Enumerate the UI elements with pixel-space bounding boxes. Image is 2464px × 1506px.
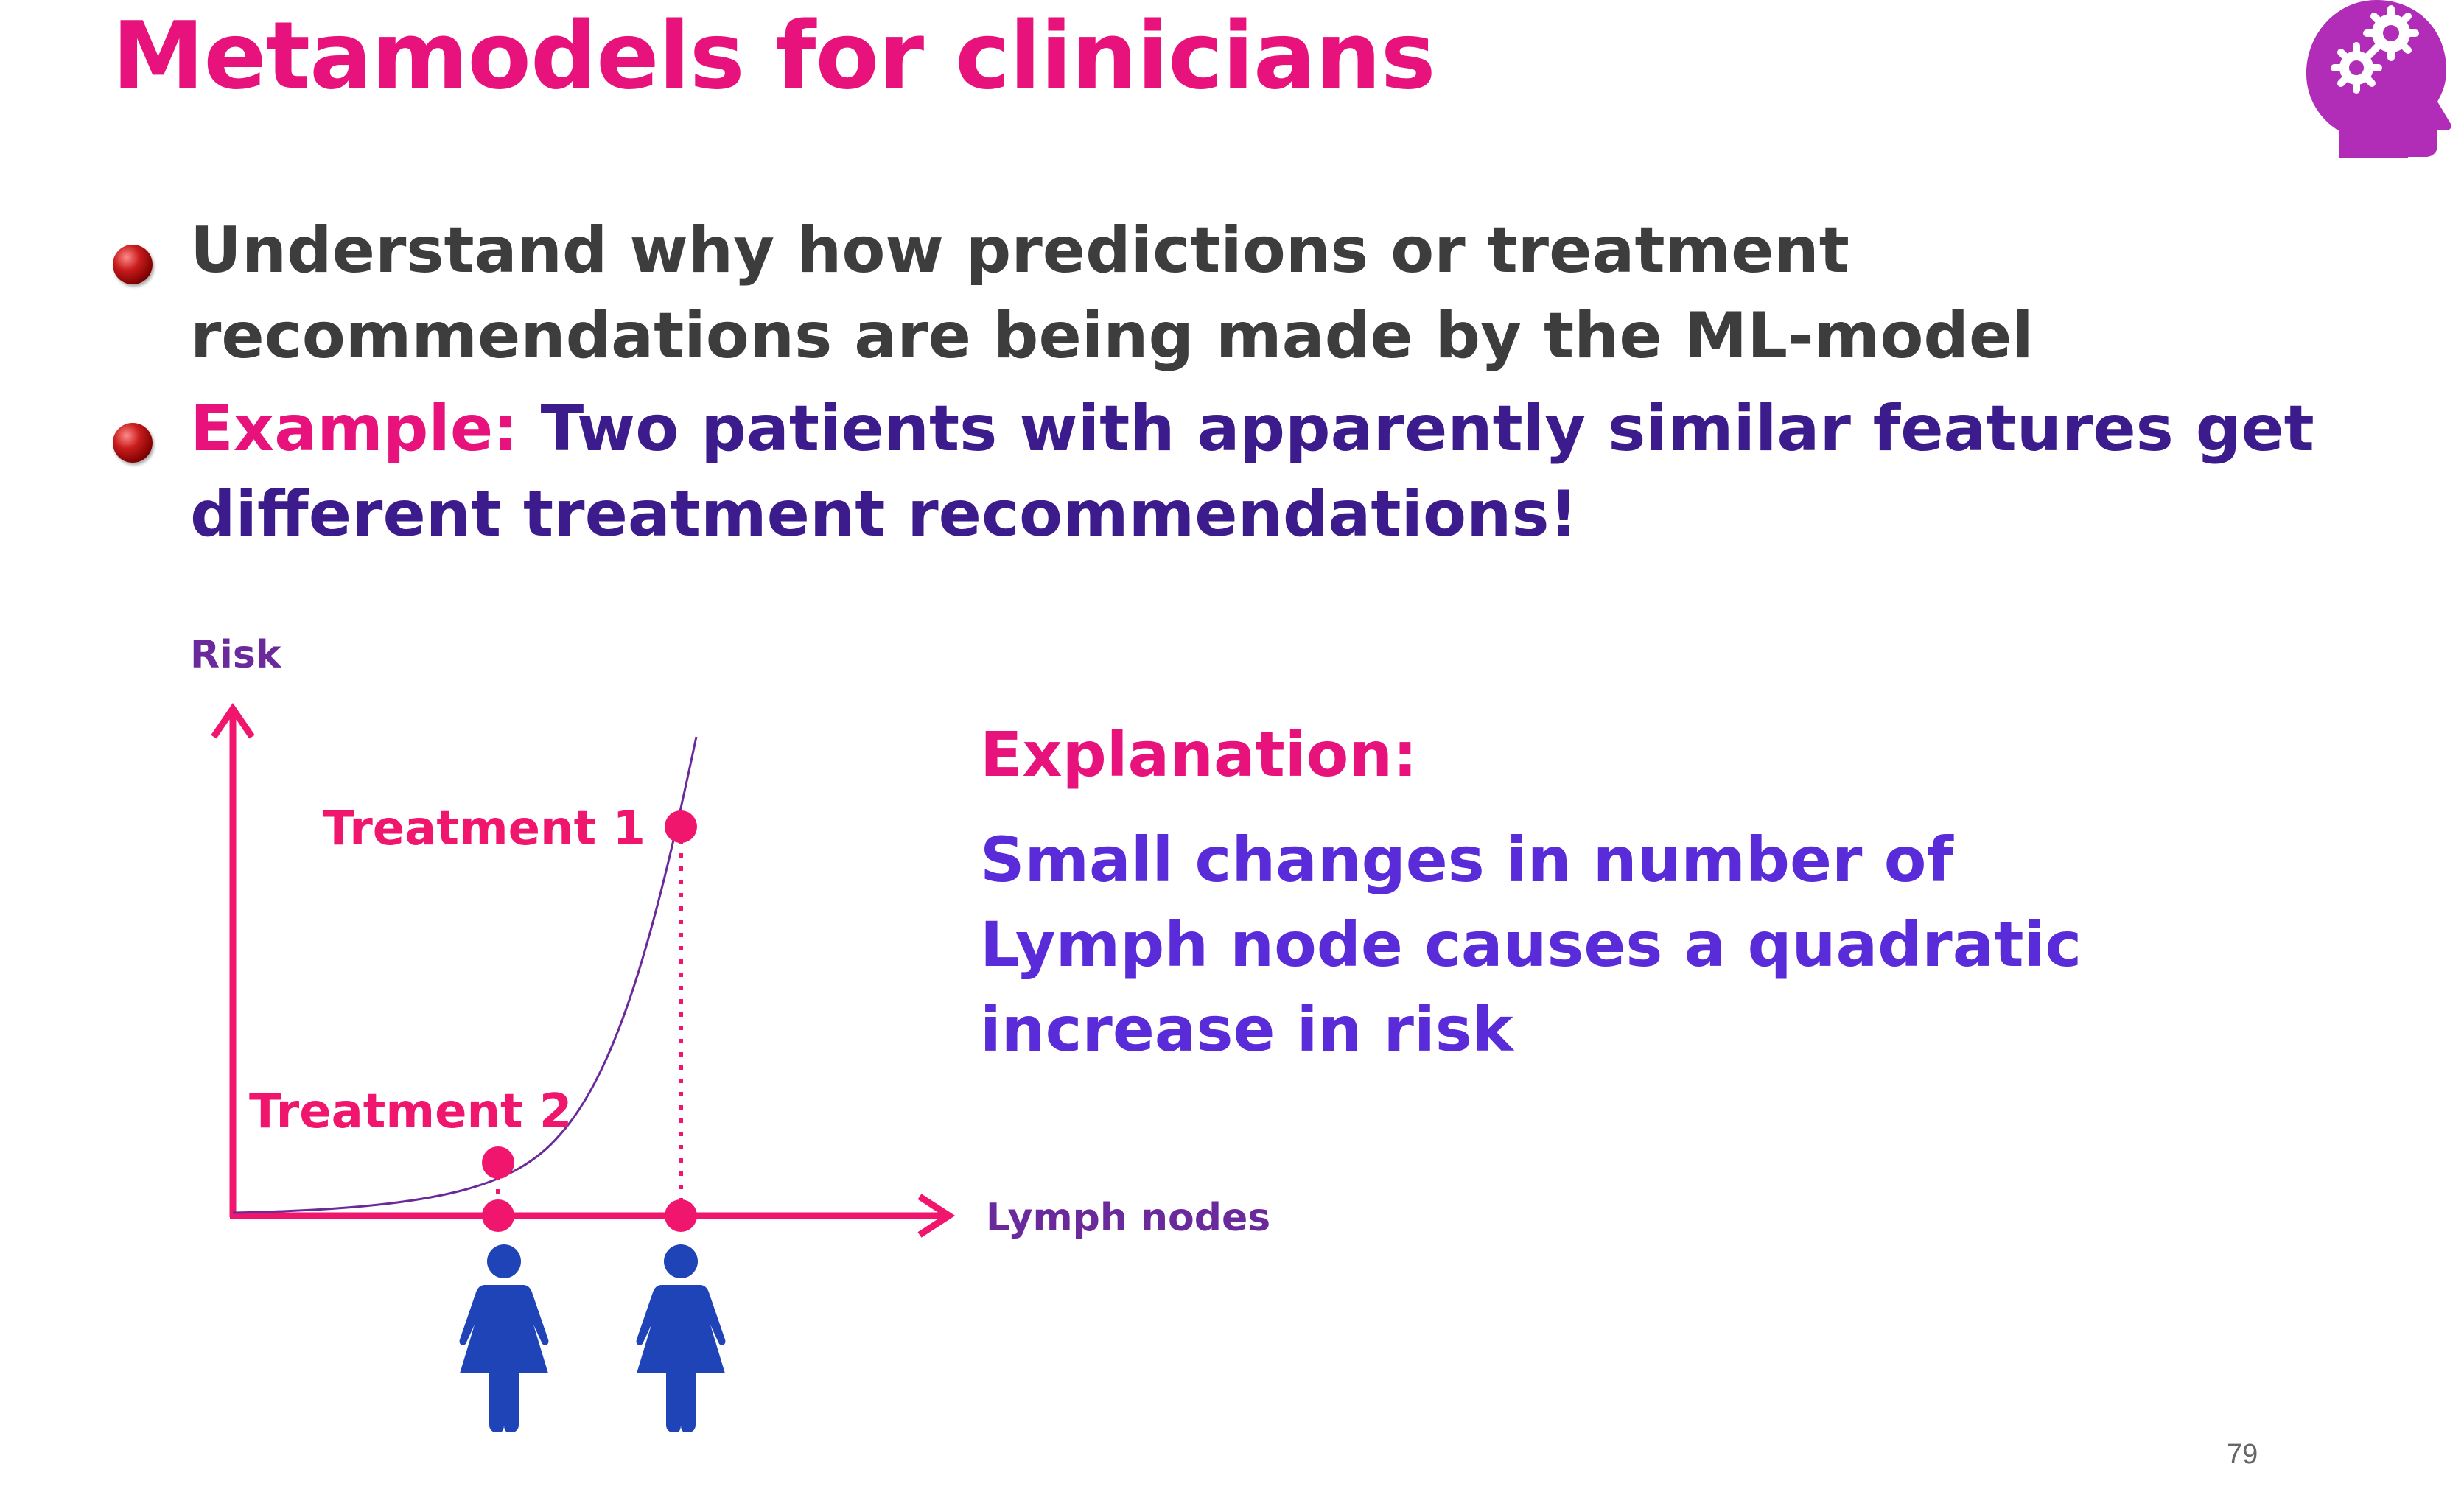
example-label: Example:	[190, 392, 519, 466]
treatment-2-point	[482, 1146, 514, 1179]
explanation-title: Explanation:	[980, 718, 1418, 791]
head-with-gears-icon	[2306, 0, 2451, 158]
bullet-text: Two patients with apparently similar fea…	[190, 392, 2314, 551]
x-axis-label: Lymph nodes	[986, 1196, 1270, 1240]
bullet-item-example: Example: Two patients with apparently si…	[111, 386, 2432, 557]
female-person-icon	[459, 1244, 549, 1432]
bullet-text: Understand why how predictions or treatm…	[190, 214, 2034, 373]
treatment-2-label: Treatment 2	[249, 1085, 572, 1139]
bullet-dot-icon	[113, 423, 153, 463]
treatment-1-point	[665, 810, 697, 843]
bullet-list: Understand why how predictions or treatm…	[111, 208, 2432, 564]
bullet-dot-icon	[113, 245, 153, 284]
page-number: 79	[2227, 1439, 2258, 1470]
female-person-icon	[636, 1244, 726, 1432]
risk-curve	[232, 736, 698, 1214]
slide-title: Metamodels for clinicians	[112, 1, 1436, 110]
x-axis-arrowhead	[917, 1194, 956, 1238]
treatment-1-label: Treatment 1	[323, 802, 645, 856]
patient-1-axis-point	[482, 1199, 514, 1232]
bullet-item-understand: Understand why how predictions or treatm…	[111, 208, 2432, 379]
y-axis-arrowhead	[211, 703, 255, 739]
y-axis-label: Risk	[190, 633, 282, 677]
explanation-body: Small changes in number of Lymph node ca…	[980, 824, 2082, 1065]
patient-2-axis-point	[665, 1199, 697, 1232]
